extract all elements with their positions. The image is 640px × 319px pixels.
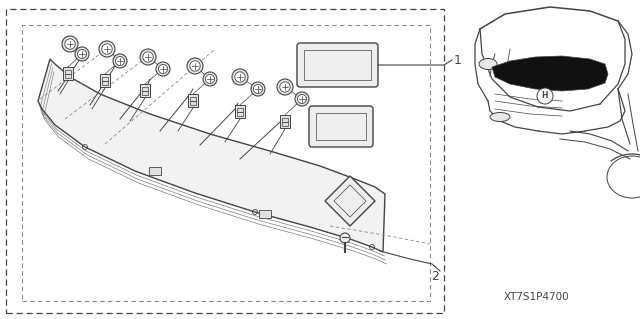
Circle shape xyxy=(232,69,248,85)
Ellipse shape xyxy=(490,113,510,122)
Circle shape xyxy=(75,47,89,61)
Circle shape xyxy=(62,36,78,52)
Bar xyxy=(237,108,243,112)
Circle shape xyxy=(65,39,76,49)
Bar xyxy=(140,84,150,97)
Circle shape xyxy=(251,82,265,96)
Bar xyxy=(190,97,196,101)
Circle shape xyxy=(280,82,290,92)
Polygon shape xyxy=(492,56,608,91)
Text: XT7S1P4700: XT7S1P4700 xyxy=(504,292,570,302)
Circle shape xyxy=(235,72,245,82)
Polygon shape xyxy=(325,176,375,226)
Bar xyxy=(22,25,430,301)
Text: 1: 1 xyxy=(454,54,462,66)
Circle shape xyxy=(340,233,350,243)
Bar xyxy=(188,94,198,107)
Bar xyxy=(316,113,366,140)
Circle shape xyxy=(190,61,200,71)
Bar xyxy=(142,91,148,95)
Circle shape xyxy=(205,74,214,84)
Circle shape xyxy=(187,58,203,74)
Bar xyxy=(190,101,196,105)
Bar xyxy=(282,122,288,126)
Circle shape xyxy=(140,49,156,65)
FancyBboxPatch shape xyxy=(309,106,373,147)
Circle shape xyxy=(143,52,153,62)
Circle shape xyxy=(253,85,262,93)
Bar xyxy=(235,105,245,118)
Bar xyxy=(149,167,161,175)
Circle shape xyxy=(77,49,86,59)
Bar xyxy=(65,74,71,78)
Circle shape xyxy=(156,62,170,76)
Circle shape xyxy=(203,72,217,86)
Bar xyxy=(63,67,73,80)
Circle shape xyxy=(159,64,168,74)
Circle shape xyxy=(277,79,293,95)
Circle shape xyxy=(295,92,309,106)
Bar xyxy=(282,118,288,122)
Text: 2: 2 xyxy=(431,271,439,284)
Bar xyxy=(280,115,290,128)
Circle shape xyxy=(102,44,112,54)
Circle shape xyxy=(537,88,553,104)
Circle shape xyxy=(115,56,125,65)
Bar xyxy=(102,77,108,81)
Circle shape xyxy=(298,94,307,104)
Bar xyxy=(237,112,243,116)
Bar xyxy=(100,74,110,87)
FancyBboxPatch shape xyxy=(297,43,378,87)
Ellipse shape xyxy=(479,58,497,70)
Circle shape xyxy=(99,41,115,57)
Bar xyxy=(259,210,271,218)
Bar xyxy=(65,70,71,74)
Bar xyxy=(102,81,108,85)
Polygon shape xyxy=(38,59,385,252)
Bar xyxy=(6,9,444,313)
Circle shape xyxy=(113,54,127,68)
Bar xyxy=(304,50,371,80)
Bar xyxy=(142,87,148,91)
Text: H: H xyxy=(541,92,548,100)
